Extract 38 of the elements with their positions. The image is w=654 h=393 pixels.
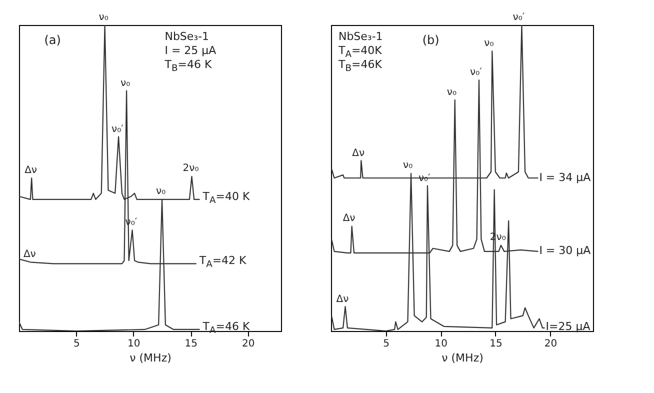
x-tick-label: 10	[128, 338, 140, 350]
annotation: ν₀	[484, 38, 494, 49]
x-tick-label: 10	[434, 338, 448, 350]
annotation: ν₀	[403, 160, 413, 172]
annotation: T$_{B}$=46 K	[164, 58, 212, 76]
series-label: I = 34 μA	[539, 170, 591, 184]
text: (a)	[44, 33, 61, 47]
x-tick-label: 15	[184, 338, 198, 350]
annotation: Δν	[24, 165, 38, 176]
annotation: T$_{A}$=40K	[338, 44, 382, 60]
series-label: I = 30 μA	[539, 244, 591, 257]
x-axis-title: ν (MHz)	[130, 352, 172, 364]
annotation: NbSe₃-1	[164, 30, 210, 43]
annotation: I = 25 μA	[164, 44, 216, 57]
annotation: Δν	[336, 294, 349, 305]
series-label: T$_{A}$=40 K	[202, 190, 250, 208]
x-tick-label: 20	[242, 338, 255, 350]
annotation: ν₀	[156, 186, 166, 198]
x-axis-title: ν (MHz)	[442, 352, 484, 364]
annotation: T$_{B}$=46K	[338, 58, 382, 76]
annotation: ν₀	[98, 12, 108, 23]
x-tick-label: 20	[544, 338, 558, 350]
annotation: ν₀′	[470, 67, 482, 78]
annotation: 2ν₀	[182, 163, 199, 174]
annotation: ν₀	[446, 86, 456, 98]
annotation: ν₀′	[112, 124, 124, 135]
annotation: Δν	[352, 148, 365, 159]
x-tick-label: 15	[490, 338, 502, 350]
series-label: I=25 μA	[546, 320, 590, 334]
x-tick-label: 5	[383, 338, 390, 350]
annotation: NbSe₃-1	[338, 30, 383, 43]
series-label: T$_{A}$=42 K	[199, 254, 246, 272]
annotation: ν₀	[120, 78, 130, 89]
text: (b)	[422, 33, 440, 47]
annotation: Δν	[342, 213, 356, 224]
x-tick-label: 5	[74, 338, 80, 350]
annotation: ν₀′	[512, 12, 525, 23]
annotation: Δν	[23, 249, 36, 260]
